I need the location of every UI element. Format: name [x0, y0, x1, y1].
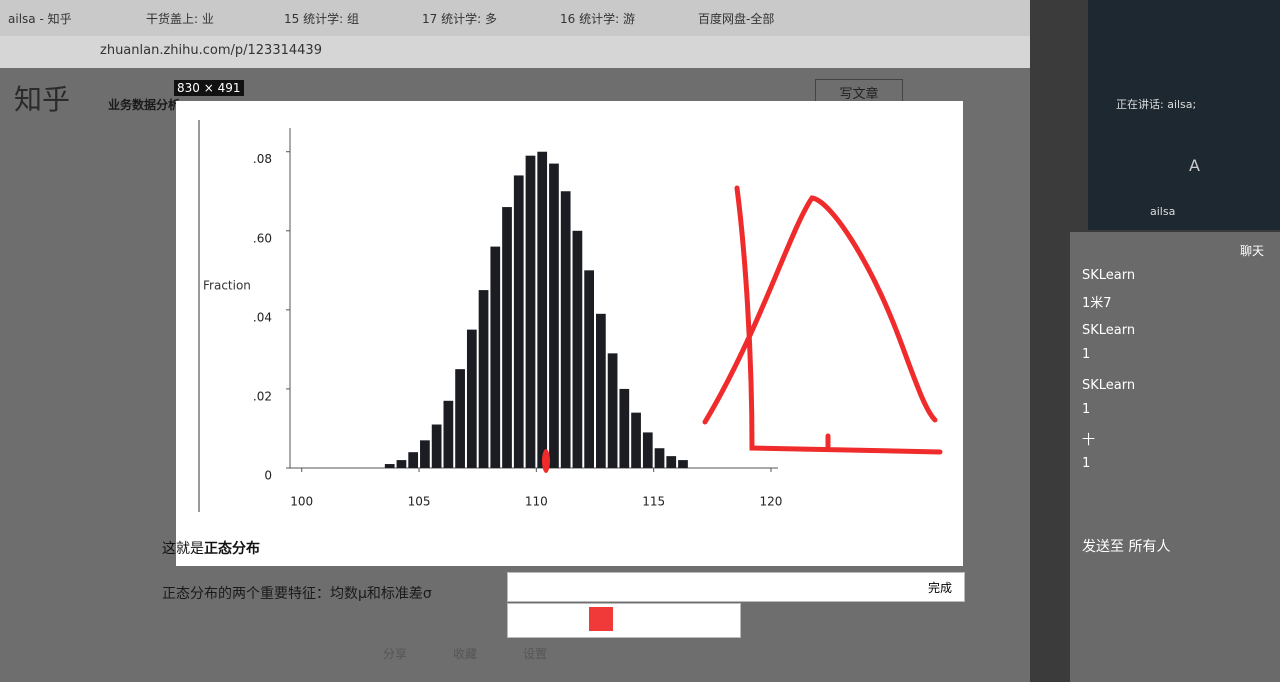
action: 收藏 — [453, 647, 478, 661]
bar — [525, 155, 536, 468]
chat-name: SKLearn — [1082, 378, 1136, 393]
action: 设置 — [523, 647, 548, 661]
y-tick-label: .60 — [253, 231, 272, 245]
current-color[interactable] — [589, 607, 613, 631]
text2: 正态分布的两个重要特征：均数μ和标准差σ — [162, 586, 432, 602]
column: 业务数据分析 — [108, 98, 181, 112]
annotation-dot — [542, 449, 550, 473]
bar — [537, 151, 548, 468]
tab[interactable]: 15 统计学: 组 — [284, 12, 359, 26]
chat-text: 1米7 — [1082, 296, 1112, 311]
y-tick-label: 0 — [264, 469, 272, 483]
bar — [408, 452, 419, 468]
text-bold: 正态分布 — [204, 541, 260, 557]
chat-title: 聊天 — [1240, 244, 1265, 258]
annotation — [702, 185, 943, 455]
bar — [502, 207, 512, 468]
bar — [572, 230, 583, 468]
chart: Fraction 0 .02 .04 .60 .08 100 105 110 115 120 — [198, 120, 943, 512]
send-to[interactable]: 发送至 所有人 — [1082, 539, 1171, 555]
text1: 这就是正态分布 — [162, 538, 260, 558]
user: ailsa — [1150, 205, 1176, 218]
done-button[interactable]: 完成 — [928, 581, 953, 595]
chat-text: 1 — [1082, 402, 1091, 417]
tab[interactable]: 百度网盘-全部 — [698, 12, 775, 26]
bar — [596, 313, 606, 468]
x-tick-label: 100 — [290, 495, 313, 509]
bar — [466, 329, 477, 468]
bar — [478, 290, 489, 468]
x-tick-label: 115 — [642, 495, 665, 509]
bar — [490, 246, 501, 468]
action: 分享 — [383, 647, 408, 661]
bar — [420, 440, 430, 468]
bar — [678, 460, 688, 468]
tab[interactable]: 16 统计学: 游 — [560, 12, 635, 26]
tab[interactable]: ailsa - 知乎 — [8, 12, 72, 26]
bar — [431, 424, 442, 468]
bar — [631, 412, 641, 468]
toolbar — [507, 572, 965, 602]
y-tick-label: .08 — [253, 152, 272, 166]
bar — [549, 163, 559, 468]
bar — [455, 369, 465, 468]
chat-text: 1 — [1082, 456, 1091, 471]
avatar: A — [1189, 156, 1200, 175]
y-tick-label: .02 — [253, 389, 272, 403]
speaking: 正在讲话: ailsa; — [1116, 98, 1197, 111]
tab[interactable]: 干货盖上: 业 — [146, 12, 214, 26]
chat — [1070, 232, 1280, 682]
bar — [584, 270, 594, 468]
video-area — [1088, 0, 1280, 230]
x-tick-label: 105 — [408, 495, 431, 509]
tab[interactable]: 17 统计学: 多 — [422, 12, 497, 26]
chat-text: 1 — [1082, 347, 1091, 362]
size-label: 830 × 491 — [174, 80, 244, 96]
bar — [619, 388, 630, 468]
bar — [607, 353, 618, 468]
text: 这就是 — [162, 541, 204, 557]
address-bar — [0, 36, 1030, 68]
bar — [666, 456, 677, 468]
color-picker — [507, 603, 741, 638]
bar — [560, 191, 571, 469]
chat-name: SKLearn — [1082, 268, 1136, 283]
y-tick-label: .04 — [253, 310, 272, 324]
tab-bar — [0, 0, 1030, 36]
x-tick-label: 120 — [760, 495, 783, 509]
chat-name: SKLearn — [1082, 323, 1136, 338]
y-label: Fraction — [203, 279, 251, 293]
bar — [513, 175, 524, 468]
logo[interactable]: 知乎 — [14, 83, 71, 116]
bar — [384, 464, 395, 468]
bar — [443, 400, 454, 468]
chat-text: 十 — [1082, 433, 1096, 448]
x-tick-label: 110 — [525, 495, 548, 509]
bar — [642, 432, 653, 468]
url[interactable]: zhuanlan.zhihu.com/p/123314439 — [100, 43, 322, 58]
bar — [396, 460, 407, 468]
bar — [654, 448, 665, 468]
